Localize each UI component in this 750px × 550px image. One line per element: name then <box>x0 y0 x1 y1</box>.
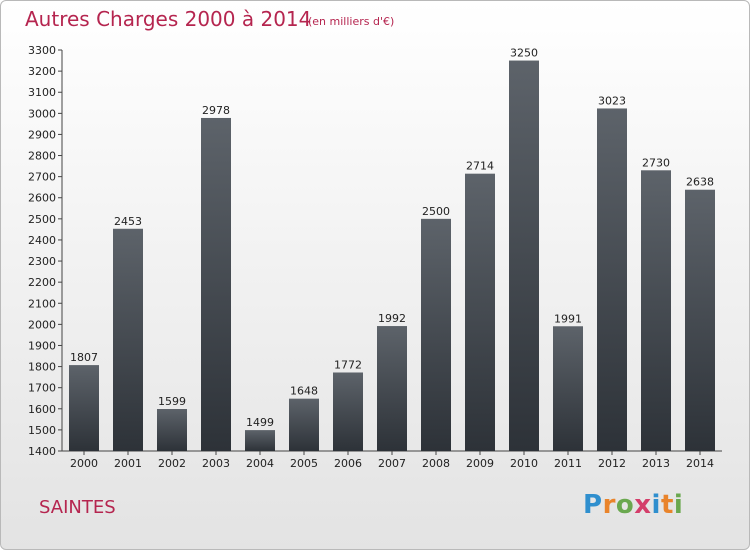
y-tick-label: 2500 <box>28 213 56 226</box>
value-label-2007: 1992 <box>378 312 406 325</box>
x-tick-label: 2009 <box>466 457 494 470</box>
value-label-2010: 3250 <box>510 47 538 60</box>
bar-2005 <box>289 398 319 451</box>
y-tick-label: 3200 <box>28 65 56 78</box>
logo-letter: x <box>634 490 652 520</box>
y-tick-label: 2400 <box>28 234 56 247</box>
city-label: SAINTES <box>39 497 116 518</box>
x-tick-label: 2012 <box>598 457 626 470</box>
y-tick-label: 1700 <box>28 382 56 395</box>
x-tick-label: 2014 <box>686 457 714 470</box>
logo-letter: P <box>583 490 603 520</box>
value-label-2002: 1599 <box>158 395 186 408</box>
value-label-2004: 1499 <box>246 416 274 429</box>
x-tick-label: 2004 <box>246 457 274 470</box>
y-tick-label: 3000 <box>28 107 56 120</box>
y-tick-label: 2100 <box>28 297 56 310</box>
value-label-2012: 3023 <box>598 94 626 107</box>
bar-2012 <box>597 108 627 451</box>
value-label-2013: 2730 <box>642 156 670 169</box>
y-tick-label: 2900 <box>28 128 56 141</box>
x-tick-label: 2011 <box>554 457 582 470</box>
logo-letter: i <box>673 490 684 520</box>
x-tick-label: 2007 <box>378 457 406 470</box>
bar-2004 <box>245 430 275 451</box>
y-tick-label: 2000 <box>28 318 56 331</box>
bar-2009 <box>465 173 495 451</box>
value-label-2008: 2500 <box>422 205 450 218</box>
y-tick-label: 2700 <box>28 171 56 184</box>
value-label-2000: 1807 <box>70 351 98 364</box>
bar-2002 <box>157 409 187 451</box>
y-tick-label: 1600 <box>28 403 56 416</box>
y-tick-label: 1800 <box>28 361 56 374</box>
y-tick-label: 3100 <box>28 86 56 99</box>
bars <box>69 60 715 452</box>
y-tick-label: 2300 <box>28 255 56 268</box>
value-label-2005: 1648 <box>290 385 318 398</box>
value-labels: 1807 2453 1599 2978 1499 1648 1772 1992 2500 2714… <box>70 47 714 430</box>
y-tick-label: 1400 <box>28 445 56 458</box>
x-tick-label: 2002 <box>158 457 186 470</box>
x-tick-label: 2010 <box>510 457 538 470</box>
value-label-2006: 1772 <box>334 358 362 371</box>
x-tick-label: 2008 <box>422 457 450 470</box>
bar-2010 <box>509 60 539 451</box>
x-tick-label: 2000 <box>70 457 98 470</box>
value-label-2003: 2978 <box>202 104 230 117</box>
y-tick-label: 3300 <box>28 44 56 57</box>
proxiti-logo: Proxiti <box>583 490 683 520</box>
y-axis: 1400 1500 1600 1700 1800 1900 2000 2100 2200 2300… <box>28 44 63 458</box>
value-label-2011: 1991 <box>554 312 582 325</box>
y-tick-label: 2600 <box>28 192 56 205</box>
y-tick-label: 2800 <box>28 150 56 163</box>
y-tick-label: 2200 <box>28 276 56 289</box>
x-tick-label: 2005 <box>290 457 318 470</box>
bar-2001 <box>113 228 143 451</box>
y-tick-label: 1900 <box>28 339 56 352</box>
bar-2006 <box>333 372 363 451</box>
bar-2013 <box>641 170 671 452</box>
x-tick-label: 2013 <box>642 457 670 470</box>
chart-title: Autres Charges 2000 à 2014 <box>25 7 312 31</box>
bar-2014 <box>685 189 715 451</box>
chart-subtitle: (en milliers d'€) <box>308 15 395 28</box>
bar-2007 <box>377 326 407 451</box>
y-tick-label: 1500 <box>28 424 56 437</box>
value-label-2009: 2714 <box>466 160 494 173</box>
bar-2000 <box>69 365 99 451</box>
x-axis: 2000 2001 2002 2003 2004 2005 2006 2007 2008 2009… <box>62 450 722 470</box>
logo-letter: r <box>602 490 616 520</box>
x-tick-label: 2006 <box>334 457 362 470</box>
value-label-2014: 2638 <box>686 176 714 189</box>
value-label-2001: 2453 <box>114 215 142 228</box>
x-tick-label: 2003 <box>202 457 230 470</box>
logo-letter: i <box>651 490 661 520</box>
logo-letter: o <box>615 490 635 520</box>
bar-2011 <box>553 326 583 451</box>
x-tick-label: 2001 <box>114 457 142 470</box>
logo-letter: t <box>660 490 674 520</box>
bar-2003 <box>201 117 231 451</box>
bar-2008 <box>421 218 451 451</box>
